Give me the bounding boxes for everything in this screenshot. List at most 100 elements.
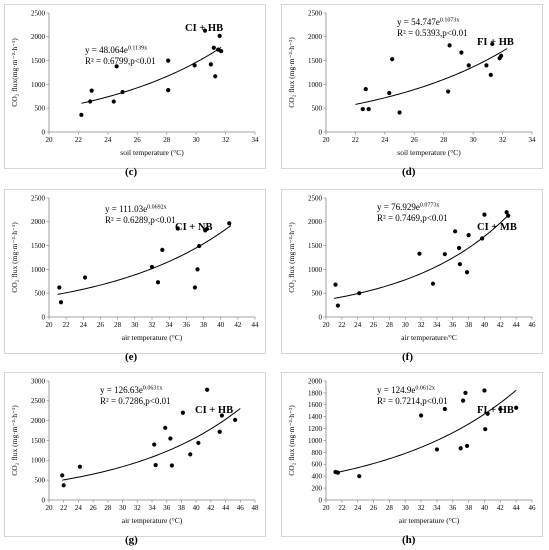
x-tick-label: 46 [237, 504, 245, 512]
r-squared-text: R² = 0.7214,p<0.01 [377, 396, 448, 406]
x-tick-label: 30 [402, 321, 410, 329]
x-tick-label: 36 [449, 504, 457, 512]
y-tick-label: 1000 [308, 437, 323, 445]
x-tick-label: 22 [352, 136, 360, 144]
data-point [166, 58, 171, 63]
data-point [204, 226, 210, 232]
x-tick-label: 20 [323, 504, 331, 512]
y-axis-label: CO₂ flux (mg·m⁻²·h⁻¹) [287, 37, 296, 108]
x-tick-label: 36 [449, 321, 457, 329]
data-point [163, 425, 168, 430]
y-tick-label: 1500 [31, 242, 46, 250]
data-point [233, 417, 238, 422]
exp-fit-curve [81, 46, 222, 104]
y-tick-label: 1800 [308, 389, 323, 397]
y-tick-label: 1000 [31, 81, 46, 89]
y-axis-label: CO₂ flux (mg·m⁻²·h⁻¹) [287, 222, 296, 293]
chart-panel-h: 0 200 400 600 800 1000 1200 1400 1600 1800 2000 20 2… [281, 372, 543, 537]
data-point [442, 252, 447, 257]
exp-fit-curve [62, 408, 241, 481]
y-axis-label: CO₂ flux (mg·m⁻²·h⁻¹) [10, 222, 19, 293]
data-point [459, 50, 464, 55]
data-point [192, 63, 197, 68]
y-tick-label: 1000 [31, 266, 46, 274]
y-tick-label: 1000 [308, 81, 323, 89]
data-point [418, 413, 424, 418]
fit-equation: y = 126.63e0.0631x [100, 385, 162, 395]
data-point [460, 398, 466, 403]
data-point [335, 303, 340, 308]
data-point [504, 210, 509, 215]
x-tick-label: 40 [481, 504, 489, 512]
x-tick-label: 20 [323, 321, 331, 329]
y-axis-label: CO₂ flux (mg·m⁻²·h⁻¹) [287, 405, 296, 476]
x-tick-label: 24 [75, 504, 83, 512]
data-point [219, 413, 224, 418]
chart-svg-f: 0 500 1000 1500 2000 2500 20 22 24 26 28 30 32 34 36 38… [287, 194, 537, 342]
x-tick-label: 46 [529, 321, 537, 329]
r-squared-text: R² = 0.6289,p<0.01 [105, 215, 176, 225]
x-tick-label: 32 [418, 321, 426, 329]
y-tick-label: 1000 [308, 266, 323, 274]
x-tick-label: 28 [386, 321, 394, 329]
y-tick-label: 2500 [31, 9, 46, 17]
x-tick-label: 26 [411, 136, 419, 144]
y-tick-label: 2500 [308, 194, 323, 202]
data-point [357, 474, 362, 479]
y-tick-label: 1000 [31, 457, 46, 465]
x-tick-label: 42 [234, 321, 242, 329]
x-tick-label: 40 [217, 321, 225, 329]
chart-panel-g: 0 500 1000 1500 2000 2500 3000 20 22 24 26 28 30 32 34… [4, 372, 266, 537]
x-tick-label: 30 [402, 504, 410, 512]
x-tick-label: 28 [386, 504, 394, 512]
fit-equation-base: y = 126.63e [100, 385, 143, 395]
data-point [488, 72, 493, 77]
data-point [227, 221, 232, 226]
treatment-label: FI + HB [477, 37, 514, 48]
y-tick-label: 2000 [31, 33, 46, 41]
x-tick-label: 24 [354, 504, 362, 512]
x-tick-label: 40 [481, 321, 489, 329]
x-tick-label: 44 [252, 321, 260, 329]
data-point [208, 62, 213, 67]
data-point [335, 470, 340, 475]
x-tick-label: 34 [166, 321, 174, 329]
fit-equation-base: y = 54.747e [397, 17, 440, 27]
chart-svg-d: 0 500 1000 1500 2000 2500 20 22 24 26 28 30 32 34 soil… [287, 9, 536, 157]
x-tick-label: 42 [497, 504, 505, 512]
chart-svg-e: 0 500 1000 1500 2000 2500 20 22 24 26 28 30 32 34 36 38… [10, 194, 260, 342]
data-point [506, 213, 511, 218]
x-tick-label: 48 [252, 504, 260, 512]
fit-equation: y = 48.064e0.1139x [85, 45, 147, 55]
data-point [447, 43, 452, 48]
data-point [453, 229, 458, 234]
y-tick-label: 1200 [308, 425, 323, 433]
fit-equation-exponent: 0.0631x [143, 386, 163, 392]
data-point [484, 63, 489, 68]
x-tick-label: 44 [222, 504, 230, 512]
x-axis-label: soil temperature (°C) [397, 148, 461, 157]
data-point [217, 33, 222, 38]
data-point [166, 88, 171, 93]
data-point [446, 89, 451, 94]
y-tick-label: 0 [42, 496, 46, 504]
x-tick-label: 42 [497, 321, 505, 329]
y-tick-label: 0 [42, 128, 46, 136]
y-tick-label: 1500 [308, 57, 323, 65]
x-tick-label: 34 [433, 504, 441, 512]
panel-letter: (d) [402, 166, 416, 178]
data-point [430, 281, 436, 286]
panel-letter: (f) [402, 351, 413, 363]
x-tick-label: 32 [499, 136, 507, 144]
data-point [57, 285, 62, 290]
x-tick-label: 24 [104, 136, 112, 144]
y-tick-label: 0 [319, 496, 323, 504]
x-tick-label: 38 [465, 321, 473, 329]
data-point [485, 411, 490, 416]
x-tick-label: 20 [46, 136, 54, 144]
y-tick-label: 3000 [31, 377, 46, 385]
y-tick-label: 400 [312, 473, 323, 481]
y-axis-label: CO₂ flux(mg·m⁻²·h⁻¹) [10, 38, 19, 107]
data-point [152, 442, 157, 447]
data-point [363, 87, 368, 92]
